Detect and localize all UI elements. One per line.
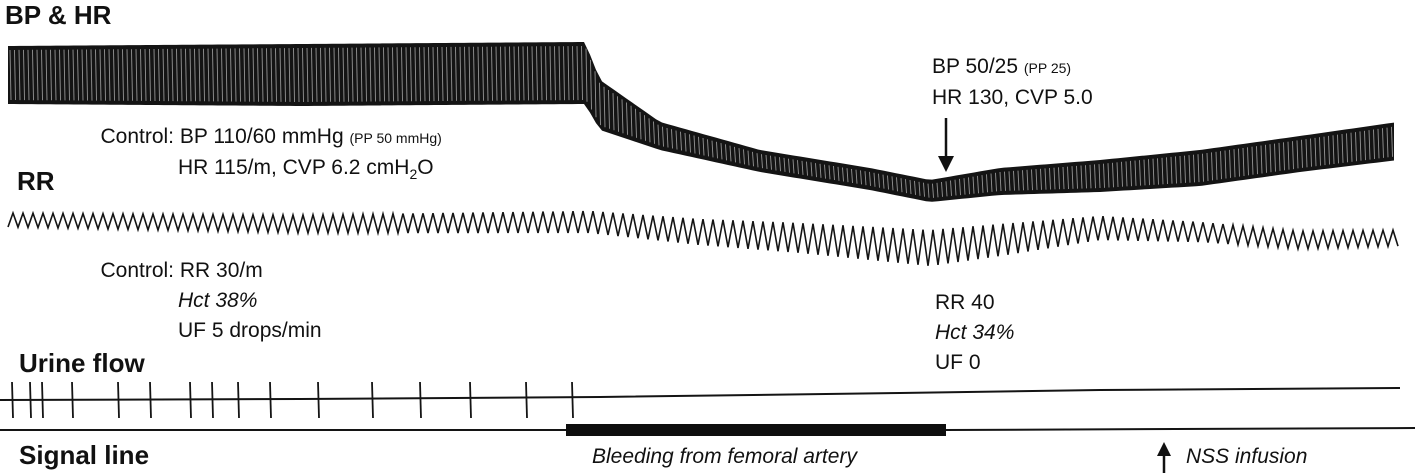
control-uf: UF 5 drops/min [178, 319, 322, 342]
bp-band-striations [9, 45, 1398, 198]
urine-drop-tick [269, 381, 272, 419]
urine-drop-tick [211, 381, 214, 419]
rr-waveform [7, 210, 1399, 266]
urine-drop-tick [571, 381, 574, 419]
control-bp-hr-block: Control: BP 110/60 mmHg (PP 50 mmHg) HR … [74, 122, 442, 189]
urine-drop-tick [525, 381, 528, 419]
urine-baseline [0, 387, 1401, 401]
signal-line-trace [0, 424, 1415, 436]
after-bp: BP 50/25 [932, 55, 1019, 78]
bp-band-fill [8, 42, 1394, 202]
after-hct: Hct 34% [935, 321, 1015, 344]
urine-drop-tick [469, 381, 472, 419]
section-label-rr: RR [17, 166, 55, 196]
urine-drop-tick [71, 381, 74, 419]
urine-drop-tick [237, 381, 240, 419]
control-rr-label: Control: [100, 259, 174, 282]
annotation-arrowhead-bp [938, 156, 954, 172]
control-bp: BP 110/60 mmHg [179, 125, 344, 148]
control-pp-text: (PP 50 mmHg) [349, 130, 442, 146]
control-hr-cvp-unit: O [417, 156, 434, 179]
urine-flow-trace [0, 381, 1401, 419]
control-hr-cvp-sub: 2 [409, 166, 418, 183]
section-label-urine-flow: Urine flow [19, 348, 145, 378]
control-rr-block: Control: RR 30/m Hct 38% UF 5 drops/min [74, 256, 322, 346]
control-hct: Hct 38% [178, 289, 258, 312]
after-rr: RR 40 [935, 291, 995, 314]
signal-baseline [0, 427, 1415, 431]
urine-drop-tick [11, 381, 14, 419]
control-rr: RR 30/m [179, 259, 263, 282]
after-pp: (PP 25) [1023, 60, 1072, 76]
control-label: Control: [100, 125, 174, 148]
control-hr-cvp: HR 115/m, CVP 6.2 cmH [178, 156, 410, 179]
nss-arrowhead [1157, 442, 1171, 456]
urine-drop-tick [371, 381, 374, 419]
urine-drop-tick [189, 381, 192, 419]
urine-drop-tick [317, 381, 320, 419]
after-hr-cvp: HR 130, CVP 5.0 [932, 86, 1093, 109]
after-rr-block: RR 40 Hct 34% UF 0 [935, 288, 1014, 378]
section-label-signal-line: Signal line [19, 440, 150, 470]
after-uf: UF 0 [935, 351, 981, 374]
rr-trace [7, 210, 1399, 266]
bleeding-marker-bar [566, 424, 946, 436]
nss-label: NSS infusion [1186, 445, 1308, 468]
bp-hr-trace [8, 42, 1398, 202]
urine-drop-tick [41, 381, 44, 419]
urine-drop-tick [29, 381, 32, 419]
urine-drop-tick [419, 381, 422, 419]
after-bp-hr-block: BP 50/25 (PP 25) HR 130, CVP 5.0 [932, 52, 1093, 113]
section-label-bp-hr: BP & HR [5, 0, 112, 30]
urine-drop-tick [117, 381, 120, 419]
urine-drop-tick [149, 381, 152, 419]
bleeding-label: Bleeding from femoral artery [592, 445, 857, 468]
